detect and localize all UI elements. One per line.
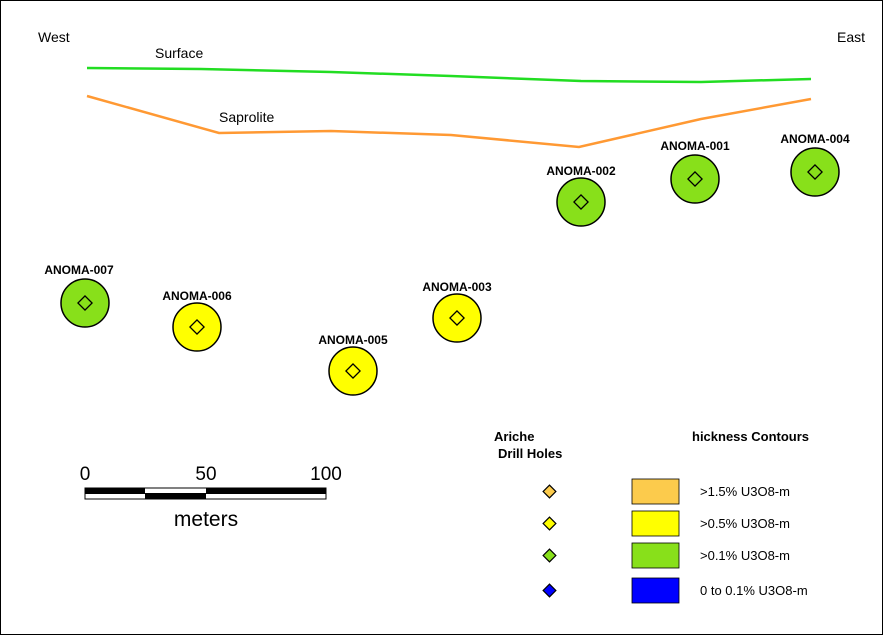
diamond-icon [573,194,589,210]
drill-hole-anoma-006[interactable]: ANOMA-006 [162,289,232,352]
drill-hole-label: ANOMA-002 [546,164,616,178]
diamond-icon [542,484,557,499]
drill-hole-label: ANOMA-001 [660,139,730,153]
legend-item-label: >1.5% U3O8-m [700,484,790,499]
legend-item-3: >0.1% U3O8-m [542,542,790,569]
diamond-icon [807,164,823,180]
legend-holes-heading-line1: Ariche [494,429,534,444]
legend-item-4: 0 to 0.1% U3O8-m [542,577,808,604]
scale-bar: 0 50 100 meters [80,464,342,531]
legend-item-2: >0.5% U3O8-m [542,510,790,537]
drill-hole-anoma-005[interactable]: ANOMA-005 [318,333,388,396]
west-label: West [38,29,70,45]
drill-hole-label: ANOMA-005 [318,333,388,347]
saprolite-label: Saprolite [219,109,274,125]
diamond-icon [542,583,557,598]
diamond-icon [77,295,93,311]
drill-hole-label: ANOMA-004 [780,132,850,146]
legend-swatch [631,577,680,604]
scale-tick-50: 50 [195,464,216,485]
drill-hole-circle [328,346,378,396]
legend-item-1: >1.5% U3O8-m [542,478,790,505]
drill-hole-circle [432,293,482,343]
surface-label: Surface [155,45,203,61]
drill-hole-anoma-002[interactable]: ANOMA-002 [546,164,616,227]
diamond-icon [449,310,465,326]
drill-hole-circle [60,278,110,328]
surface-line [86,66,812,84]
drill-hole-anoma-004[interactable]: ANOMA-004 [780,132,850,197]
diamond-icon [189,319,205,335]
drill-hole-anoma-001[interactable]: ANOMA-001 [660,139,730,204]
scale-bar-segment [85,488,145,494]
legend-swatch [631,510,680,537]
saprolite-line [86,94,812,149]
legend-holes-heading-line2: Drill Holes [498,446,562,461]
legend-contours-heading: hickness Contours [692,429,809,444]
diamond-icon [687,171,703,187]
legend-swatch [631,478,680,505]
east-label: East [837,29,865,45]
legend-item-label: >0.1% U3O8-m [700,548,790,563]
scale-bar-segment [145,493,206,499]
legend-item-label: 0 to 0.1% U3O8-m [700,583,808,598]
scale-tick-100: 100 [310,464,342,485]
legend-item-label: >0.5% U3O8-m [700,516,790,531]
diamond-icon [345,363,361,379]
drill-hole-label: ANOMA-006 [162,289,232,303]
drill-hole-label: ANOMA-003 [422,280,492,294]
diamond-icon [542,516,557,531]
scale-tick-0: 0 [80,464,91,485]
drill-hole-circle [172,302,222,352]
drill-hole-circle [790,147,840,197]
drill-hole-circle [670,154,720,204]
drill-hole-circle [556,177,606,227]
scale-unit-label: meters [174,508,238,531]
diamond-icon [542,548,557,563]
drill-hole-label: ANOMA-007 [44,263,114,277]
legend-swatch [631,542,680,569]
legend: Ariche Drill Holes hickness Contours >1.… [494,429,809,604]
drill-hole-anoma-007[interactable]: ANOMA-007 [44,263,114,328]
drill-hole-anoma-003[interactable]: ANOMA-003 [422,280,492,343]
scale-bar-segment [206,488,326,494]
